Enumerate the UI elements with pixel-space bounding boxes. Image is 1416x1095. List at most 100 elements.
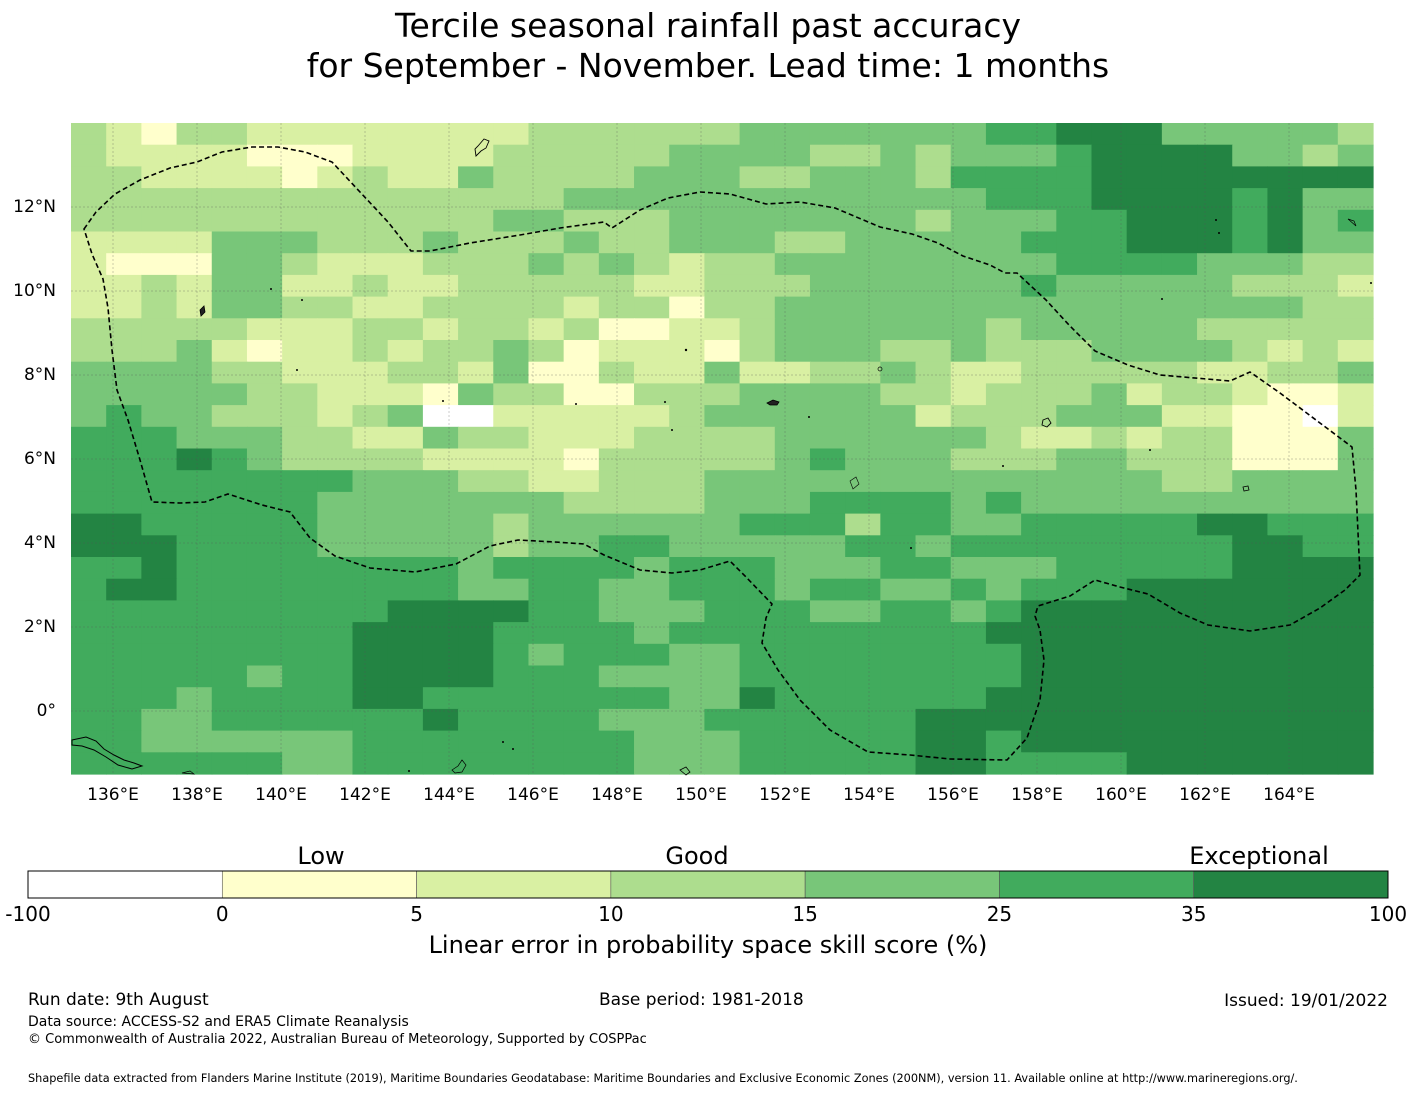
grid-cell bbox=[809, 622, 846, 645]
grid-cell bbox=[704, 491, 741, 515]
grid-cell bbox=[845, 578, 881, 601]
grid-cell bbox=[704, 405, 741, 428]
grid-cell bbox=[352, 687, 389, 710]
grid-cell bbox=[211, 123, 248, 146]
grid-cell bbox=[1197, 730, 1233, 753]
grid-cell bbox=[317, 209, 354, 233]
atoll-dots bbox=[270, 219, 1372, 772]
graticule bbox=[71, 123, 1373, 774]
grid-cell bbox=[1232, 622, 1269, 645]
grid-cell bbox=[141, 557, 178, 580]
y-tick-label: 8°N bbox=[23, 365, 56, 385]
grid-cell bbox=[246, 123, 283, 146]
grid-cell bbox=[106, 491, 142, 515]
grid-cell bbox=[950, 752, 987, 775]
grid-cell bbox=[809, 600, 846, 623]
grid-cell bbox=[809, 730, 846, 753]
grid-cell bbox=[915, 513, 952, 536]
grid-cell bbox=[950, 491, 987, 515]
colorbar-segment bbox=[1193, 870, 1389, 899]
grid-cell bbox=[106, 296, 142, 319]
colorbar-segment bbox=[610, 870, 806, 899]
grid-cell bbox=[1232, 730, 1269, 753]
grid-cell bbox=[211, 730, 248, 753]
grid-cell bbox=[387, 730, 424, 753]
grid-cell bbox=[950, 188, 987, 211]
grid-cell bbox=[211, 643, 248, 667]
grid-cell bbox=[774, 730, 811, 753]
grid-cell bbox=[739, 274, 776, 298]
grid-cell bbox=[704, 296, 741, 319]
grid-cell bbox=[1126, 166, 1163, 189]
grid-cell bbox=[669, 166, 706, 189]
grid-cell bbox=[634, 448, 670, 471]
base-period: Base period: 1981-2018 bbox=[599, 990, 804, 1010]
grid-cell bbox=[246, 426, 283, 450]
grid-cell bbox=[176, 622, 213, 645]
grid-cell bbox=[774, 708, 811, 732]
grid-cell bbox=[246, 405, 283, 428]
colorbar-tick-label: 35 bbox=[1180, 902, 1207, 926]
grid-cell bbox=[387, 383, 424, 406]
y-tick-label: 0° bbox=[36, 701, 56, 721]
y-tick-label: 10°N bbox=[13, 281, 56, 301]
grid-cell bbox=[1337, 557, 1374, 580]
grid-cell bbox=[1267, 318, 1304, 341]
grid-cell bbox=[739, 643, 776, 667]
x-tick-label: 154°E bbox=[843, 785, 895, 805]
grid-cell bbox=[1091, 578, 1128, 601]
grid-cell bbox=[950, 405, 987, 428]
grid-cell bbox=[1232, 274, 1269, 298]
grid-cell bbox=[141, 166, 178, 189]
grid-cell bbox=[106, 188, 142, 211]
x-tick-label: 162°E bbox=[1179, 785, 1231, 805]
grid-cell bbox=[1161, 448, 1198, 471]
grid-cell bbox=[739, 687, 776, 710]
grid-cell bbox=[352, 752, 389, 775]
grid-cell bbox=[950, 557, 987, 580]
grid-cell bbox=[704, 622, 741, 645]
grid-cell bbox=[352, 361, 389, 384]
grid-cell bbox=[1056, 274, 1093, 298]
grid-cell bbox=[1126, 405, 1163, 428]
grid-cell bbox=[880, 665, 917, 688]
grid-cell bbox=[176, 274, 213, 298]
grid-cell bbox=[1021, 123, 1057, 146]
grid-cell bbox=[915, 708, 952, 732]
grid-cell bbox=[387, 578, 424, 601]
grid-cell bbox=[809, 383, 846, 406]
grid-cell bbox=[352, 296, 389, 319]
grid-cell bbox=[317, 708, 354, 732]
grid-cell bbox=[1126, 491, 1163, 515]
grid-cell bbox=[563, 123, 600, 146]
grid-cell bbox=[634, 600, 670, 623]
grid-cell bbox=[563, 622, 600, 645]
grid-cell bbox=[1161, 491, 1198, 515]
grid-cell bbox=[1126, 752, 1163, 775]
grid-cell bbox=[1302, 730, 1339, 753]
grid-cell bbox=[739, 535, 776, 558]
grid-cell bbox=[106, 426, 142, 450]
grid-cell bbox=[809, 318, 846, 341]
grid-cell bbox=[1161, 752, 1198, 775]
grid-cell bbox=[176, 361, 213, 384]
grid-cell bbox=[739, 231, 776, 254]
grid-cell bbox=[563, 665, 600, 688]
grid-cell bbox=[1232, 231, 1269, 254]
grid-cell bbox=[1232, 318, 1269, 341]
grid-cell bbox=[809, 535, 846, 558]
grid-cell bbox=[880, 752, 917, 775]
grid-cell bbox=[774, 426, 811, 450]
grid-cell bbox=[704, 752, 741, 775]
grid-cell bbox=[1091, 405, 1128, 428]
grid-cell bbox=[598, 513, 635, 536]
grid-cell bbox=[493, 144, 530, 167]
grid-cell bbox=[809, 123, 846, 146]
grid-cell bbox=[1267, 557, 1304, 580]
grid-cell bbox=[1021, 470, 1057, 493]
grid-cell bbox=[774, 361, 811, 384]
grid-cell bbox=[739, 448, 776, 471]
grid-cell bbox=[704, 361, 741, 384]
grid-cell bbox=[317, 188, 354, 211]
grid-cell bbox=[106, 383, 142, 406]
